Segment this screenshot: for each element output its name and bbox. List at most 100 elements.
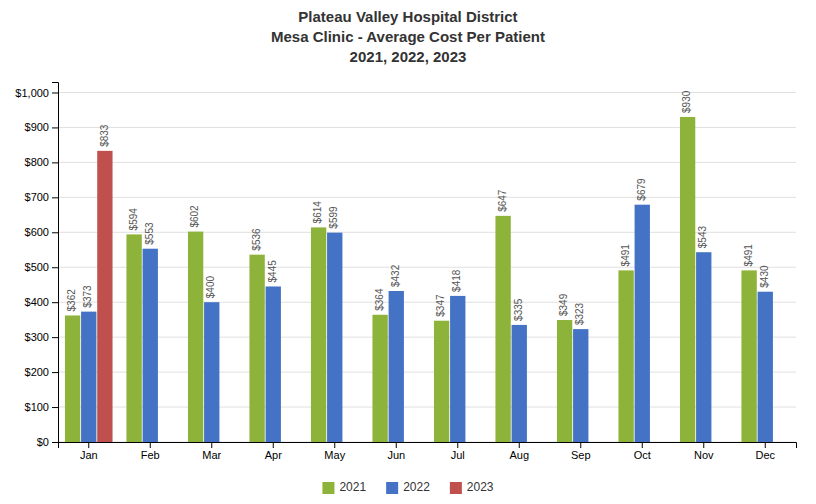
y-tick: $500 (25, 261, 58, 273)
x-tick: Jan (80, 442, 98, 461)
y-tick: $200 (25, 366, 58, 378)
x-tick-mark (334, 442, 335, 448)
legend: 2021 2022 2023 (322, 480, 493, 494)
data-label: $602 (189, 205, 200, 228)
y-tick-mark (52, 337, 58, 338)
bar (389, 291, 404, 442)
data-label: $553 (144, 222, 155, 245)
data-label: $430 (759, 265, 770, 288)
x-tick-label: Jul (451, 449, 465, 461)
legend-item: 2022 (386, 480, 430, 494)
legend-label: 2021 (339, 480, 366, 494)
y-tick: $400 (25, 296, 58, 308)
x-tick: Jun (387, 442, 405, 461)
y-tick-label: $1,000 (15, 87, 49, 99)
x-tick-mark (703, 442, 704, 448)
y-tick: $100 (25, 401, 58, 413)
data-label: $930 (681, 90, 692, 113)
y-axis: $0 $100 $200 $300 $400 $500 $600 $700 $800 $900 $1… (15, 83, 58, 449)
y-tick-mark (52, 92, 58, 93)
y-tick: $300 (25, 331, 58, 343)
x-tick: Nov (694, 442, 714, 461)
bar (327, 233, 342, 442)
bar (204, 302, 219, 442)
y-tick-mark (52, 162, 58, 163)
data-label: $491 (743, 244, 754, 267)
data-label: $543 (697, 226, 708, 249)
legend-label: 2022 (403, 480, 430, 494)
y-tick-label: $500 (25, 261, 49, 273)
bar (81, 312, 96, 442)
y-tick-label: $100 (25, 401, 49, 413)
bar (495, 216, 510, 442)
bar (741, 270, 756, 442)
data-label: $536 (251, 228, 262, 251)
data-label: $599 (328, 206, 339, 229)
y-tick: $900 (25, 121, 58, 133)
x-tick-label: Dec (755, 449, 775, 461)
y-tick-label: $0 (37, 436, 49, 448)
y-axis-line (52, 83, 59, 443)
bars (65, 117, 773, 442)
x-tick: Feb (141, 442, 160, 461)
x-tick: Sep (571, 442, 591, 461)
x-tick-label: Aug (509, 449, 529, 461)
legend-item: 2021 (322, 480, 366, 494)
x-tick-mark (211, 442, 212, 448)
y-tick-label: $900 (25, 121, 49, 133)
x-tick: Aug (509, 442, 529, 461)
bar (266, 286, 281, 442)
x-axis-line (59, 443, 797, 449)
y-tick: $800 (25, 156, 58, 168)
title: Plateau Valley Hospital DistrictMesa Cli… (271, 8, 545, 65)
legend-swatch (322, 482, 334, 494)
x-tick: Jul (451, 442, 465, 461)
bar (126, 234, 141, 442)
bar (635, 205, 650, 442)
bar-series (65, 117, 757, 442)
legend-item: 2023 (450, 480, 494, 494)
bar (249, 255, 264, 442)
data-label: $833 (99, 124, 110, 147)
bar (143, 249, 158, 442)
x-tick-label: Sep (571, 449, 591, 461)
bar (758, 292, 773, 442)
y-tick-label: $300 (25, 331, 49, 343)
data-label: $594 (128, 208, 139, 231)
bar (65, 315, 80, 442)
bar (557, 320, 572, 442)
y-tick-mark (52, 127, 58, 128)
data-label: $364 (374, 288, 385, 311)
x-tick-label: Mar (202, 449, 221, 461)
x-tick: Oct (634, 442, 651, 461)
x-tick-mark (642, 442, 643, 448)
bar (618, 270, 633, 442)
legend-swatch (450, 482, 462, 494)
x-tick-label: Apr (265, 449, 282, 461)
chart: Plateau Valley Hospital DistrictMesa Cli… (0, 0, 816, 504)
bar (450, 296, 465, 442)
y-tick: $700 (25, 191, 58, 203)
data-label: $373 (82, 285, 93, 308)
y-tick-mark (52, 232, 58, 233)
bar (512, 325, 527, 442)
y-tick-mark (52, 407, 58, 408)
x-tick: Apr (265, 442, 282, 461)
bar (573, 329, 588, 442)
x-axis: JanFebMarAprMayJunJulAugSepOctNovDec (59, 442, 797, 461)
grid (58, 92, 796, 442)
data-label: $491 (620, 244, 631, 267)
y-tick-mark (52, 197, 58, 198)
bar-series (81, 205, 773, 442)
x-tick-mark (150, 442, 151, 448)
y-tick-label: $600 (25, 226, 49, 238)
data-labels: $362$594$602$536$614$364$347$647$349$491… (66, 90, 770, 325)
x-tick-mark (273, 442, 274, 448)
y-tick-mark (52, 372, 58, 373)
x-tick-label: Nov (694, 449, 714, 461)
data-label: $432 (390, 264, 401, 287)
x-tick-mark (396, 442, 397, 448)
data-label: $400 (205, 276, 216, 299)
y-tick-mark (52, 302, 58, 303)
x-tick-label: Jan (80, 449, 98, 461)
